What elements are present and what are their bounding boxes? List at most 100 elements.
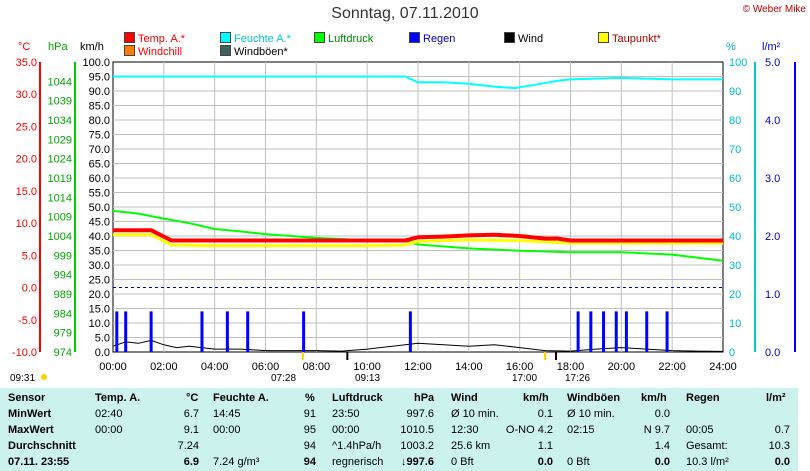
time-tick-label: 12:00 bbox=[404, 361, 432, 373]
wind-tick-label: 25.0 bbox=[89, 275, 110, 287]
pressure-tick-label: 979 bbox=[54, 328, 72, 340]
pressure-tick-label: 1019 bbox=[48, 173, 72, 185]
moonrise-label: 09:13 bbox=[355, 373, 381, 384]
legend-windchill-label: Windchill bbox=[138, 46, 183, 58]
header-gusts-unit: km/h bbox=[641, 392, 667, 404]
time-tick-label: 14:00 bbox=[455, 361, 483, 373]
wind-tick-label: 45.0 bbox=[89, 217, 110, 229]
table-cell: ^1.4hPa/h bbox=[332, 440, 382, 452]
wind-tick-label: 100.0 bbox=[82, 57, 110, 69]
time-tick-label: 20:00 bbox=[608, 361, 636, 373]
table-cell: 00:05 bbox=[686, 424, 714, 436]
left-time-label: 09:31 bbox=[10, 373, 36, 384]
sunset-label: 17:00 bbox=[512, 373, 538, 384]
table-row-label: MaxWert bbox=[8, 424, 54, 436]
humidity-tick-label: 70 bbox=[729, 144, 741, 156]
legend-humidity-label: Feuchte A.* bbox=[234, 33, 291, 45]
pressure-tick-label: 999 bbox=[54, 250, 72, 262]
statistics-table: Sensor Temp. A. °C Feuchte A. % Luftdruc… bbox=[0, 388, 798, 471]
rain-tick-label: 4.0 bbox=[765, 115, 780, 127]
rain-tick-label: 1.0 bbox=[765, 289, 780, 301]
humidity-tick-label: 10 bbox=[729, 318, 741, 330]
table-cell: 0 Bft bbox=[451, 456, 474, 468]
table-cell: 0.1 bbox=[537, 408, 553, 420]
legend-wind-label: Wind bbox=[518, 33, 544, 45]
rain-tick-label: 5.0 bbox=[765, 57, 780, 69]
humidity-tick-label: 90 bbox=[729, 86, 741, 98]
humidity-tick-label: 50 bbox=[729, 202, 741, 214]
legend-dewpoint-swatch bbox=[598, 32, 609, 43]
time-tick-label: 00:00 bbox=[99, 361, 127, 373]
table-cell: O-NO 4.2 bbox=[505, 424, 553, 436]
rain-bar bbox=[225, 311, 229, 352]
table-cell: 91 bbox=[303, 408, 316, 420]
humidity-tick-label: 80 bbox=[729, 115, 741, 127]
rain-bar bbox=[645, 311, 649, 352]
time-tick-label: 10:00 bbox=[353, 361, 381, 373]
temp-tick-label: 25.0 bbox=[16, 121, 37, 133]
legend-dewpoint: Taupunkt* bbox=[598, 32, 661, 45]
temp-tick-label: -10.0 bbox=[12, 347, 37, 359]
rain-bar bbox=[576, 311, 580, 352]
chart-title: Sonntag, 07.11.2010 bbox=[331, 5, 479, 22]
legend-pressure-label: Luftdruck bbox=[328, 33, 374, 45]
table-cell: 0.0 bbox=[654, 456, 670, 468]
rain-tick-label: 2.0 bbox=[765, 231, 780, 243]
table-cell: Gesamt: bbox=[686, 440, 728, 452]
pressure-tick-label: 1004 bbox=[48, 231, 72, 243]
copyright-label: © Weber Mike bbox=[742, 4, 806, 15]
table-cell: 1010.5 bbox=[400, 424, 434, 436]
table-cell: ↓997.6 bbox=[400, 456, 434, 468]
legend-temp-swatch bbox=[124, 32, 135, 43]
header-wind-unit: km/h bbox=[523, 392, 549, 404]
legend-pressure-swatch bbox=[314, 32, 325, 43]
rain-bar bbox=[149, 311, 153, 352]
header-temp: Temp. A. bbox=[95, 392, 141, 404]
table-row-label: 07.11. 23:55 bbox=[8, 456, 70, 468]
table-cell: 0.0 bbox=[537, 456, 553, 468]
header-pressure: Luftdruck bbox=[332, 392, 383, 404]
pressure-tick-label: 1039 bbox=[48, 96, 72, 108]
header-humidity-unit: % bbox=[305, 392, 315, 404]
wind-tick-label: 5.0 bbox=[95, 333, 110, 345]
table-cell: 1.1 bbox=[537, 440, 553, 452]
header-rain: Regen bbox=[686, 392, 720, 404]
legend-windchill-swatch bbox=[124, 45, 135, 56]
table-cell: 94 bbox=[303, 456, 316, 468]
legend-wind: Wind bbox=[504, 32, 543, 45]
humidity-tick-label: 40 bbox=[729, 231, 741, 243]
rain-bar bbox=[124, 311, 128, 352]
time-tick-label: 04:00 bbox=[201, 361, 229, 373]
time-tick-label: 24:00 bbox=[709, 361, 737, 373]
header-humidity: Feuchte A. bbox=[213, 392, 269, 404]
legend-humidity: Feuchte A.* bbox=[220, 32, 291, 45]
table-cell: 0.7 bbox=[774, 424, 790, 436]
pressure-tick-label: 1024 bbox=[48, 154, 72, 166]
temp-tick-label: 0.0 bbox=[22, 283, 37, 295]
humidity-line bbox=[113, 75, 723, 90]
temp-tick-label: 10.0 bbox=[16, 218, 37, 230]
wind-tick-label: 20.0 bbox=[89, 289, 110, 301]
table-cell: 00:00 bbox=[332, 424, 360, 436]
table-cell: 6.7 bbox=[183, 408, 199, 420]
rain-bar bbox=[589, 311, 593, 352]
wind-tick-label: 85.0 bbox=[89, 101, 110, 113]
pressure-tick-label: 974 bbox=[54, 347, 72, 359]
wind-tick-label: 10.0 bbox=[89, 318, 110, 330]
moonset-label: 17:26 bbox=[565, 373, 591, 384]
table-cell: 7.24 g/m³ bbox=[213, 456, 260, 468]
legend-rain-swatch bbox=[409, 32, 420, 43]
table-cell: 7.24 bbox=[177, 440, 199, 452]
wind-tick-label: 35.0 bbox=[89, 246, 110, 258]
rain-bar bbox=[624, 311, 628, 352]
legend-dewpoint-label: Taupunkt* bbox=[612, 33, 661, 45]
wind-line bbox=[112, 339, 724, 352]
rain-bar bbox=[302, 311, 306, 352]
header-wind: Wind bbox=[451, 392, 478, 404]
time-tick-label: 22:00 bbox=[658, 361, 686, 373]
rain-bar bbox=[200, 311, 204, 352]
time-tick-label: 08:00 bbox=[303, 361, 331, 373]
table-cell: 0.0 bbox=[774, 456, 790, 468]
rain-bar bbox=[602, 311, 606, 352]
legend-rain-label: Regen bbox=[423, 33, 456, 45]
